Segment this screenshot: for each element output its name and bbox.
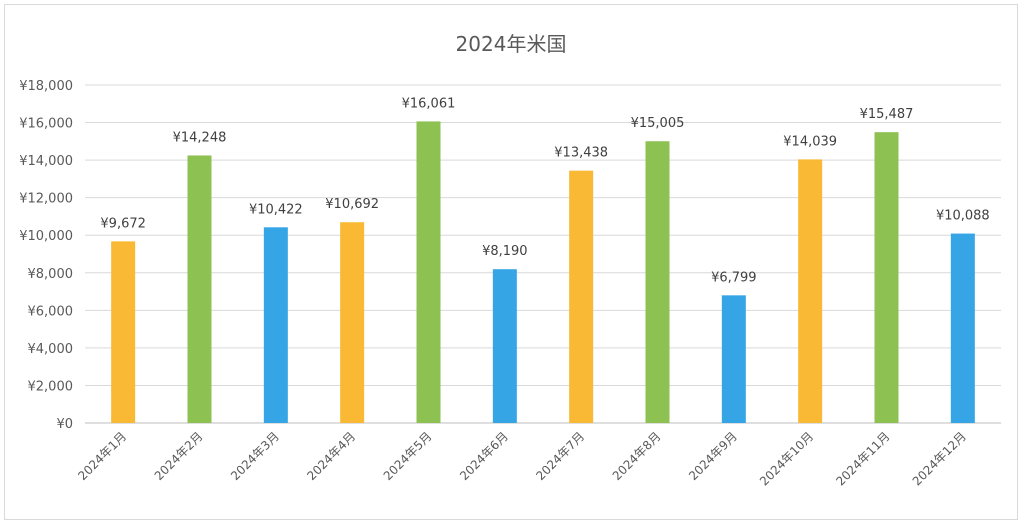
x-tick-label: 2024年6月 xyxy=(457,429,511,483)
bar xyxy=(187,155,212,423)
x-axis-tick-labels: 2024年1月 2024年2月 2024年3月 2024年4月 2024年5月 2024年… xyxy=(75,429,969,488)
y-tick-label: ¥4,000 xyxy=(28,342,74,357)
bar xyxy=(950,233,975,423)
x-tick-label: 2024年10月 xyxy=(757,429,816,488)
bar xyxy=(111,241,136,423)
data-labels: ¥9,672 ¥14,248 ¥10,422 ¥10,692 ¥16,061 ¥8,190… xyxy=(100,96,989,285)
data-label: ¥15,487 xyxy=(860,107,914,122)
gridlines xyxy=(85,84,1001,424)
bar xyxy=(340,222,365,423)
data-label: ¥10,422 xyxy=(249,202,303,217)
y-tick-label: ¥8,000 xyxy=(28,267,74,282)
y-tick-label: ¥10,000 xyxy=(19,229,73,244)
y-tick-label: ¥18,000 xyxy=(19,79,73,94)
y-tick-label: ¥12,000 xyxy=(19,192,73,207)
data-label: ¥13,438 xyxy=(554,146,608,161)
data-label: ¥10,088 xyxy=(936,209,990,224)
x-tick-label: 2024年9月 xyxy=(686,429,740,483)
data-label: ¥9,672 xyxy=(100,216,146,231)
bar xyxy=(874,132,899,424)
x-tick-label: 2024年8月 xyxy=(610,429,664,483)
data-label: ¥14,039 xyxy=(783,134,837,149)
y-tick-label: ¥14,000 xyxy=(19,154,73,169)
bar xyxy=(721,295,746,423)
bar xyxy=(263,227,288,423)
data-label: ¥8,190 xyxy=(482,244,528,259)
y-tick-label: ¥0 xyxy=(56,417,73,432)
data-label: ¥15,005 xyxy=(631,116,685,131)
x-tick-label: 2024年2月 xyxy=(152,429,206,483)
data-label: ¥6,799 xyxy=(711,270,757,285)
bar-chart: 2024年米国 ¥0 ¥2,000 ¥4,000 ¥6,000 ¥8,000 ¥10,00… xyxy=(19,32,1001,488)
y-tick-label: ¥2,000 xyxy=(28,379,74,394)
bar xyxy=(416,121,441,424)
x-tick-label: 2024年4月 xyxy=(304,429,358,483)
x-tick-label: 2024年3月 xyxy=(228,429,282,483)
x-tick-label: 2024年1月 xyxy=(75,429,129,483)
bar xyxy=(645,141,670,423)
x-tick-label: 2024年5月 xyxy=(381,429,435,483)
chart-frame: 2024年米国 ¥0 ¥2,000 ¥4,000 ¥6,000 ¥8,000 ¥10,00… xyxy=(4,4,1018,520)
bars xyxy=(111,121,975,424)
bar xyxy=(492,269,517,423)
y-tick-label: ¥16,000 xyxy=(19,117,73,132)
x-tick-label: 2024年11月 xyxy=(833,429,892,488)
y-tick-label: ¥6,000 xyxy=(28,304,74,319)
x-tick-label: 2024年12月 xyxy=(910,429,969,488)
bar xyxy=(798,159,823,423)
data-label: ¥10,692 xyxy=(325,197,379,212)
bar xyxy=(569,170,594,423)
x-tick-label: 2024年7月 xyxy=(533,429,587,483)
data-label: ¥14,248 xyxy=(173,130,227,145)
y-axis-tick-labels: ¥0 ¥2,000 ¥4,000 ¥6,000 ¥8,000 ¥10,000 ¥12,000… xyxy=(19,79,73,432)
data-label: ¥16,061 xyxy=(402,96,456,111)
chart-title: 2024年米国 xyxy=(456,32,567,56)
